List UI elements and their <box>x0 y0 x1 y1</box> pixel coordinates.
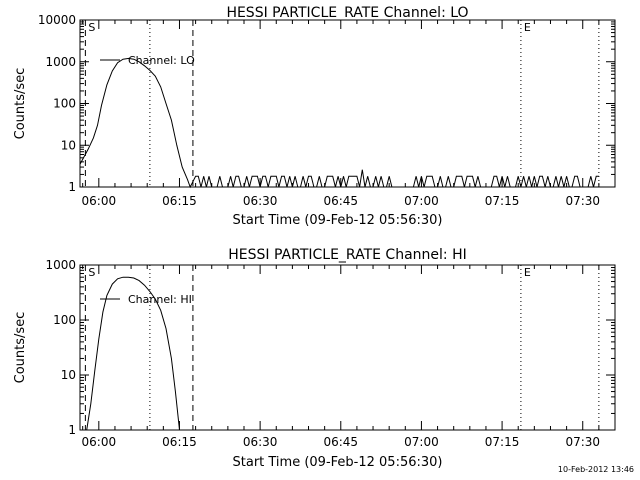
legend-label: Channel: HI <box>128 293 192 306</box>
x-tick-label: 06:45 <box>323 435 358 449</box>
panel-hi: HESSI PARTICLE_RATE Channel: HI 1 10 100 100… <box>13 247 616 470</box>
y-axis-label: Counts/sec <box>13 68 28 140</box>
x-tick-label: 06:00 <box>82 194 117 208</box>
x-tick-label: 06:15 <box>162 435 197 449</box>
marker-label-s: S <box>88 21 95 34</box>
y-tick-label: 100 <box>53 313 76 327</box>
x-tick-label: 07:15 <box>485 194 520 208</box>
y-tick-label: 10 <box>61 368 76 382</box>
x-tick-label: 07:30 <box>565 194 600 208</box>
x-tick-label: 07:30 <box>565 435 600 449</box>
x-tick-label: 06:00 <box>82 435 117 449</box>
marker-label-e: E <box>524 21 531 34</box>
series-line <box>79 57 599 189</box>
y-tick-label: 100 <box>53 97 76 111</box>
y-tick-label: 1000 <box>45 55 76 69</box>
chart-title: HESSI PARTICLE_RATE Channel: LO <box>226 5 468 21</box>
x-tick-label: 06:45 <box>323 194 358 208</box>
timestamp: 10-Feb-2012 13:46 <box>557 465 634 474</box>
x-axis-label: Start Time (09-Feb-12 05:56:30) <box>233 455 443 470</box>
legend-label: Channel: LO <box>128 54 195 67</box>
chart-title: HESSI PARTICLE_RATE Channel: HI <box>228 247 466 263</box>
y-tick-label: 10 <box>61 138 76 152</box>
x-tick-label: 07:00 <box>404 435 439 449</box>
x-axis-label: Start Time (09-Feb-12 05:56:30) <box>233 213 443 228</box>
y-tick-label: 1000 <box>45 258 76 272</box>
marker-label-e: E <box>524 266 531 279</box>
x-tick-label: 06:30 <box>243 194 278 208</box>
x-tick-label: 07:15 <box>485 435 520 449</box>
y-tick-label: 1 <box>68 423 76 437</box>
x-tick-label: 07:00 <box>404 194 439 208</box>
marker-label-s: S <box>88 266 95 279</box>
plot-frame <box>79 264 616 431</box>
series-line <box>86 276 180 431</box>
x-tick-label: 06:15 <box>162 194 197 208</box>
y-axis-label: Counts/sec <box>13 312 28 384</box>
y-tick-label: 1 <box>68 180 76 194</box>
plot-frame <box>79 19 616 188</box>
panel-lo: HESSI PARTICLE_RATE Channel: LO 1 10 100 100… <box>13 5 616 228</box>
x-tick-label: 06:30 <box>243 435 278 449</box>
y-tick-label: 10000 <box>38 13 76 27</box>
